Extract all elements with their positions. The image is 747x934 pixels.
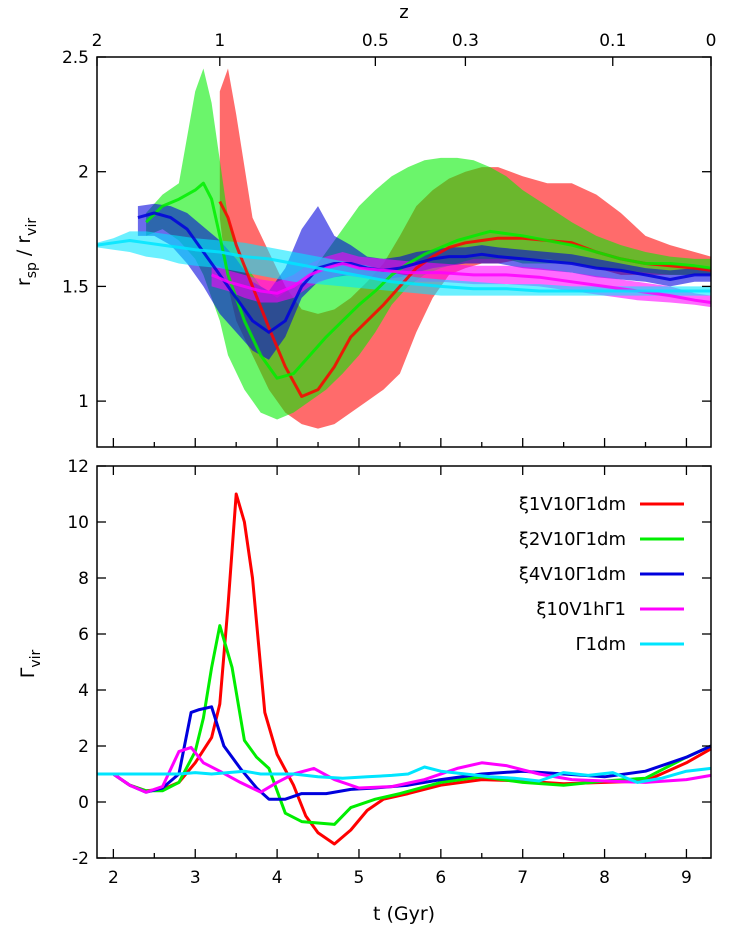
bottom-x-ticks: 2 3 4 5 6 7 8 9 xyxy=(108,466,692,888)
spread-band-3 xyxy=(137,203,711,360)
bottom-y-ticks: -2 0 2 4 6 8 10 12 xyxy=(67,457,711,869)
legend-label: ξ2V10Γ1dm xyxy=(519,529,626,550)
gamma-line-3 xyxy=(97,705,712,801)
bottom-y-axis-label: Γvir xyxy=(17,649,44,678)
top-x-ticks xyxy=(112,438,688,447)
z-tick-label: 0 xyxy=(706,31,717,51)
ylabel-sub-vir: vir xyxy=(28,649,44,667)
ylabel-slash: / r xyxy=(13,236,35,262)
bottom-plot-frame xyxy=(96,465,712,859)
z-tick-label: 0.1 xyxy=(599,31,626,51)
z-tick-label: 0.5 xyxy=(362,31,389,51)
x-tick-label: 3 xyxy=(190,868,201,888)
x-axis-label: t (Gyr) xyxy=(373,903,435,925)
top-axis-label: z xyxy=(399,2,408,23)
y-tick-label: 1.5 xyxy=(62,277,89,297)
median-line-4 xyxy=(211,262,712,304)
z-tick-label: 0.3 xyxy=(452,31,479,51)
y-tick-label: 2 xyxy=(78,737,89,757)
spread-band-5 xyxy=(97,231,711,296)
gamma-line-2 xyxy=(97,624,712,826)
y-tick-label: 6 xyxy=(78,625,89,645)
x-tick-label: 7 xyxy=(517,868,528,888)
ylabel-sub-vir: vir xyxy=(24,218,40,236)
ylabel-gamma: Γ xyxy=(17,667,39,678)
ylabel-r: r xyxy=(13,278,35,286)
gamma-line-5 xyxy=(97,765,712,784)
top-y-ticks: 1 1.5 2 2.5 xyxy=(62,48,711,412)
y-tick-label: 8 xyxy=(78,569,89,589)
median-line-2 xyxy=(145,181,712,380)
ylabel-sub-sp: sp xyxy=(24,262,40,278)
y-tick-label: 4 xyxy=(78,681,89,701)
y-tick-label: 2 xyxy=(78,163,89,183)
top-y-axis-label: rsp / rvir xyxy=(13,218,40,286)
x-tick-label: 9 xyxy=(681,868,692,888)
z-tick-label: 1 xyxy=(214,31,225,51)
median-lines xyxy=(96,181,712,398)
gamma-lines xyxy=(97,492,712,846)
x-tick-label: 4 xyxy=(272,868,283,888)
z-tick-label: 2 xyxy=(92,31,103,51)
legend-label: ξ4V10Γ1dm xyxy=(519,564,626,585)
top-panel: 11.522.5 2 1 0.5 0.3 0.1 0 z rsp / rvir xyxy=(13,2,717,448)
legend-label: Γ1dm xyxy=(576,634,626,655)
y-tick-label: 10 xyxy=(67,513,89,533)
x-tick-label: 5 xyxy=(354,868,365,888)
x-tick-label: 2 xyxy=(108,868,119,888)
y-tick-label: -2 xyxy=(72,849,89,869)
legend: ξ1V10Γ1dm ξ2V10Γ1dm ξ4V10Γ1dm ξ10V1hΓ1 Γ1dm xyxy=(519,494,684,655)
redshift-ticks: 2 1 0.5 0.3 0.1 0 xyxy=(92,31,717,66)
y-tick-label: 12 xyxy=(67,457,89,477)
x-tick-label: 6 xyxy=(435,868,446,888)
x-tick-label: 8 xyxy=(599,868,610,888)
median-line-5 xyxy=(96,239,711,293)
y-tick-label: 2.5 xyxy=(62,48,89,68)
y-tick-label: 1 xyxy=(78,392,89,412)
legend-label: ξ1V10Γ1dm xyxy=(519,494,626,515)
y-tick-label: 0 xyxy=(78,793,89,813)
top-plot-frame xyxy=(96,56,712,448)
legend-label: ξ10V1hΓ1 xyxy=(536,599,626,620)
